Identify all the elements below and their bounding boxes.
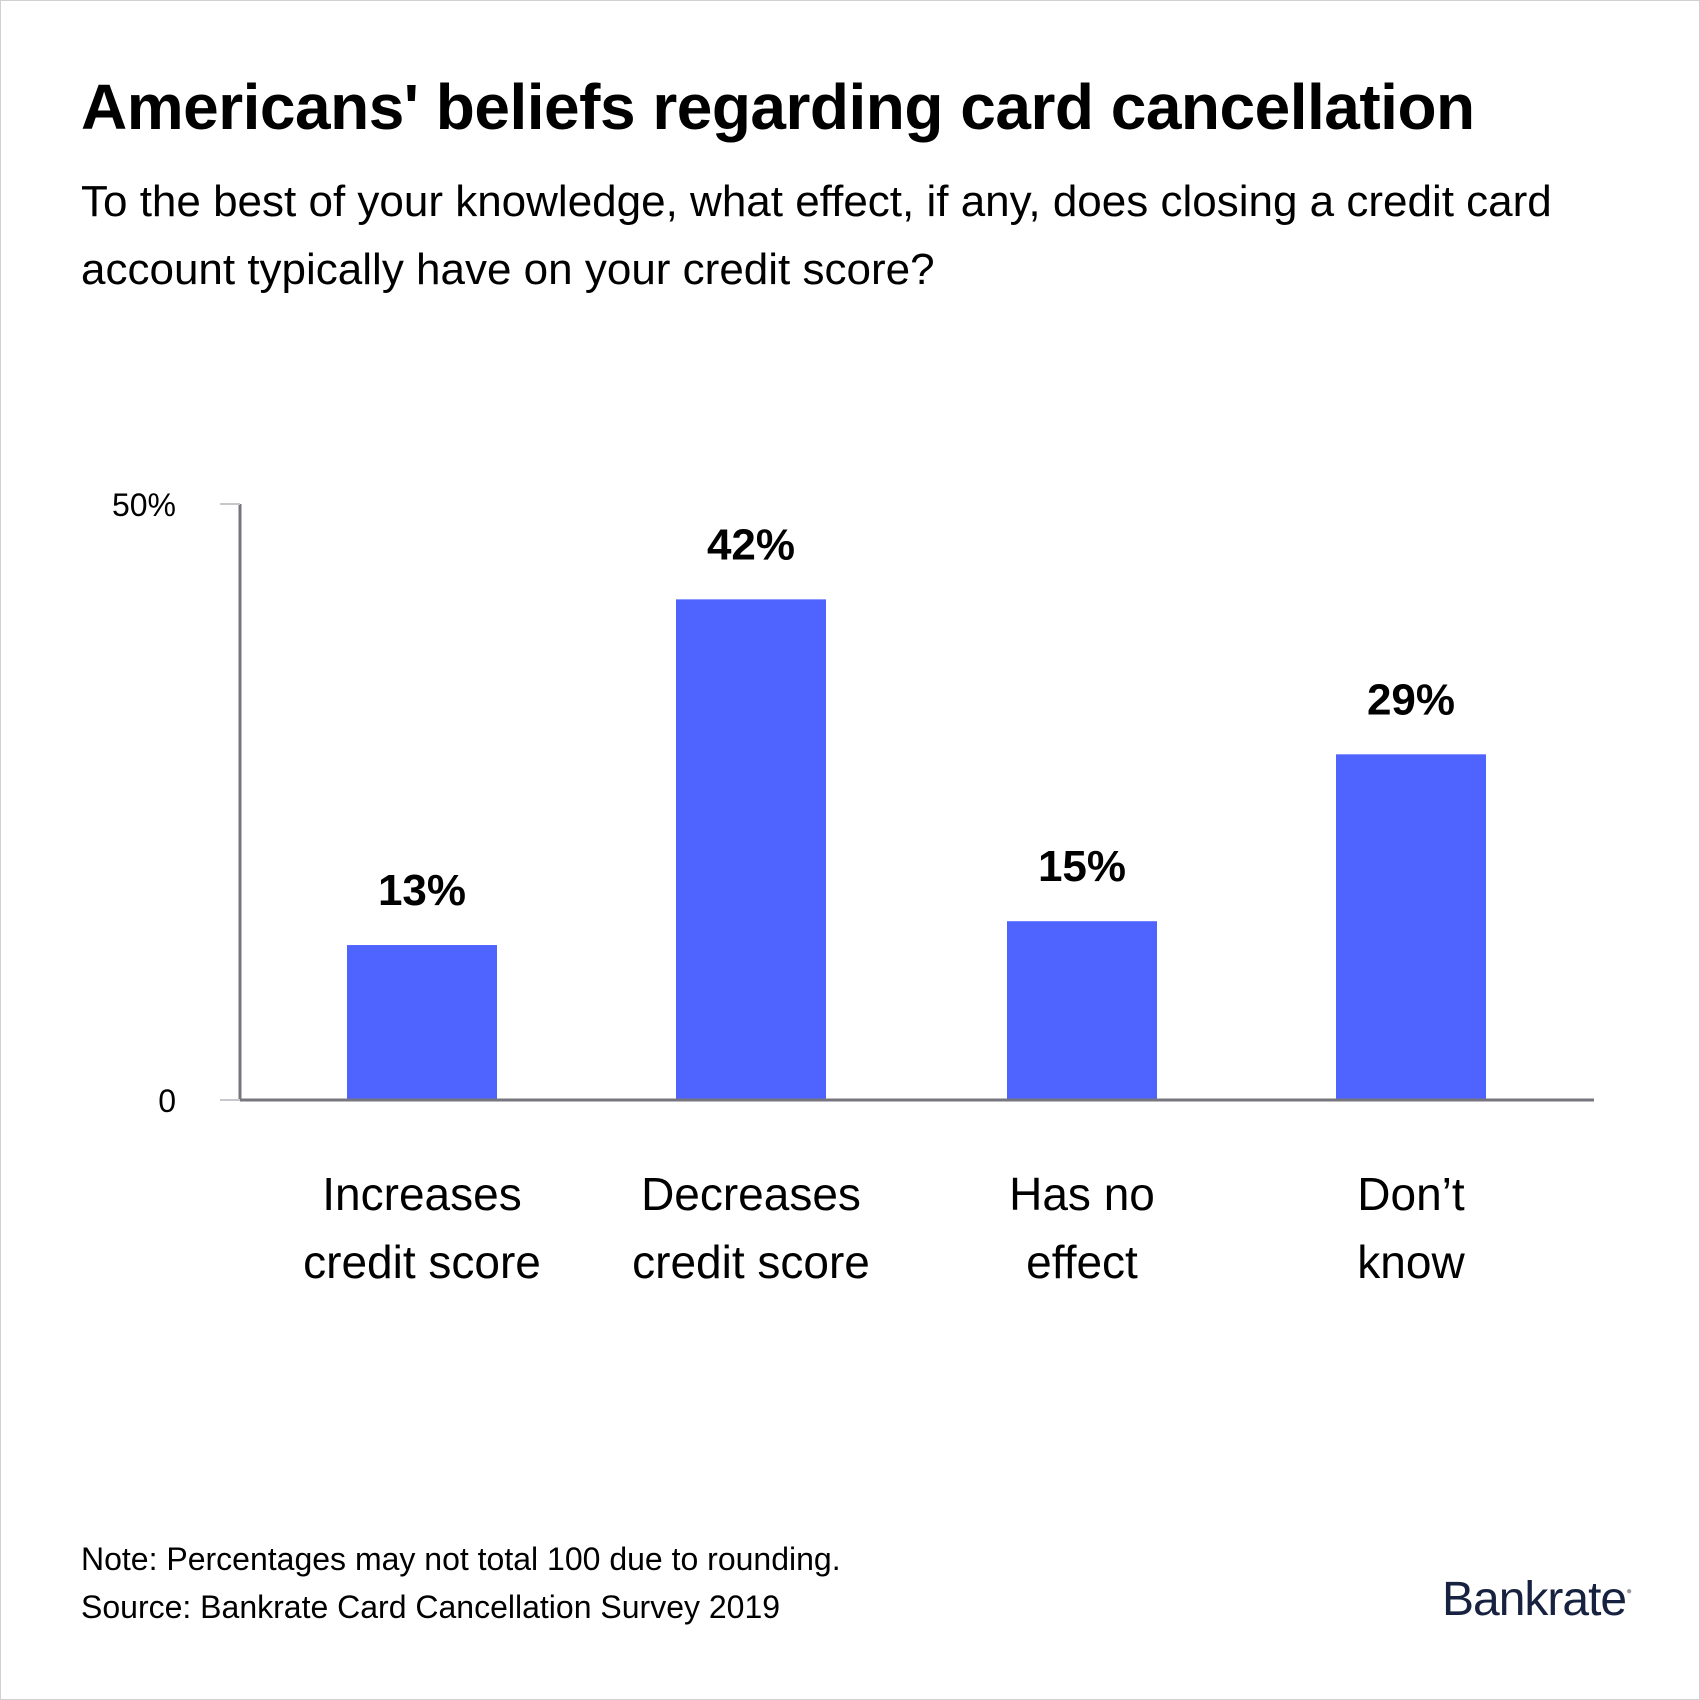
footnotes: Note: Percentages may not total 100 due … [81,1535,841,1631]
data-label: 29% [1367,675,1455,724]
category-label: Increases [322,1168,521,1220]
note-text: Note: Percentages may not total 100 due … [81,1541,841,1577]
category-label: credit score [632,1236,870,1288]
bankrate-logo: Bankrate● [1442,1572,1632,1627]
data-label: 15% [1038,842,1126,891]
category-label: effect [1026,1236,1138,1288]
category-label: Decreases [641,1168,861,1220]
registered-mark-icon: ● [1626,1586,1632,1597]
category-label: Don’t [1357,1168,1465,1220]
logo-text: Bankrate [1442,1573,1627,1626]
category-label: credit score [303,1236,541,1288]
bar [1336,754,1486,1100]
category-label: know [1357,1236,1465,1288]
y-tick-label: 0 [158,1083,176,1119]
source-text: Source: Bankrate Card Cancellation Surve… [81,1589,781,1625]
category-label: Has no [1009,1168,1155,1220]
y-tick-label: 50% [112,487,176,523]
data-label: 13% [378,866,466,915]
bar [676,599,826,1100]
chart-title: Americans' beliefs regarding card cancel… [81,71,1475,143]
bar [1007,921,1157,1100]
bar [347,945,497,1100]
chart-subtitle: To the best of your knowledge, what effe… [81,177,1552,294]
data-label: 42% [707,520,795,569]
